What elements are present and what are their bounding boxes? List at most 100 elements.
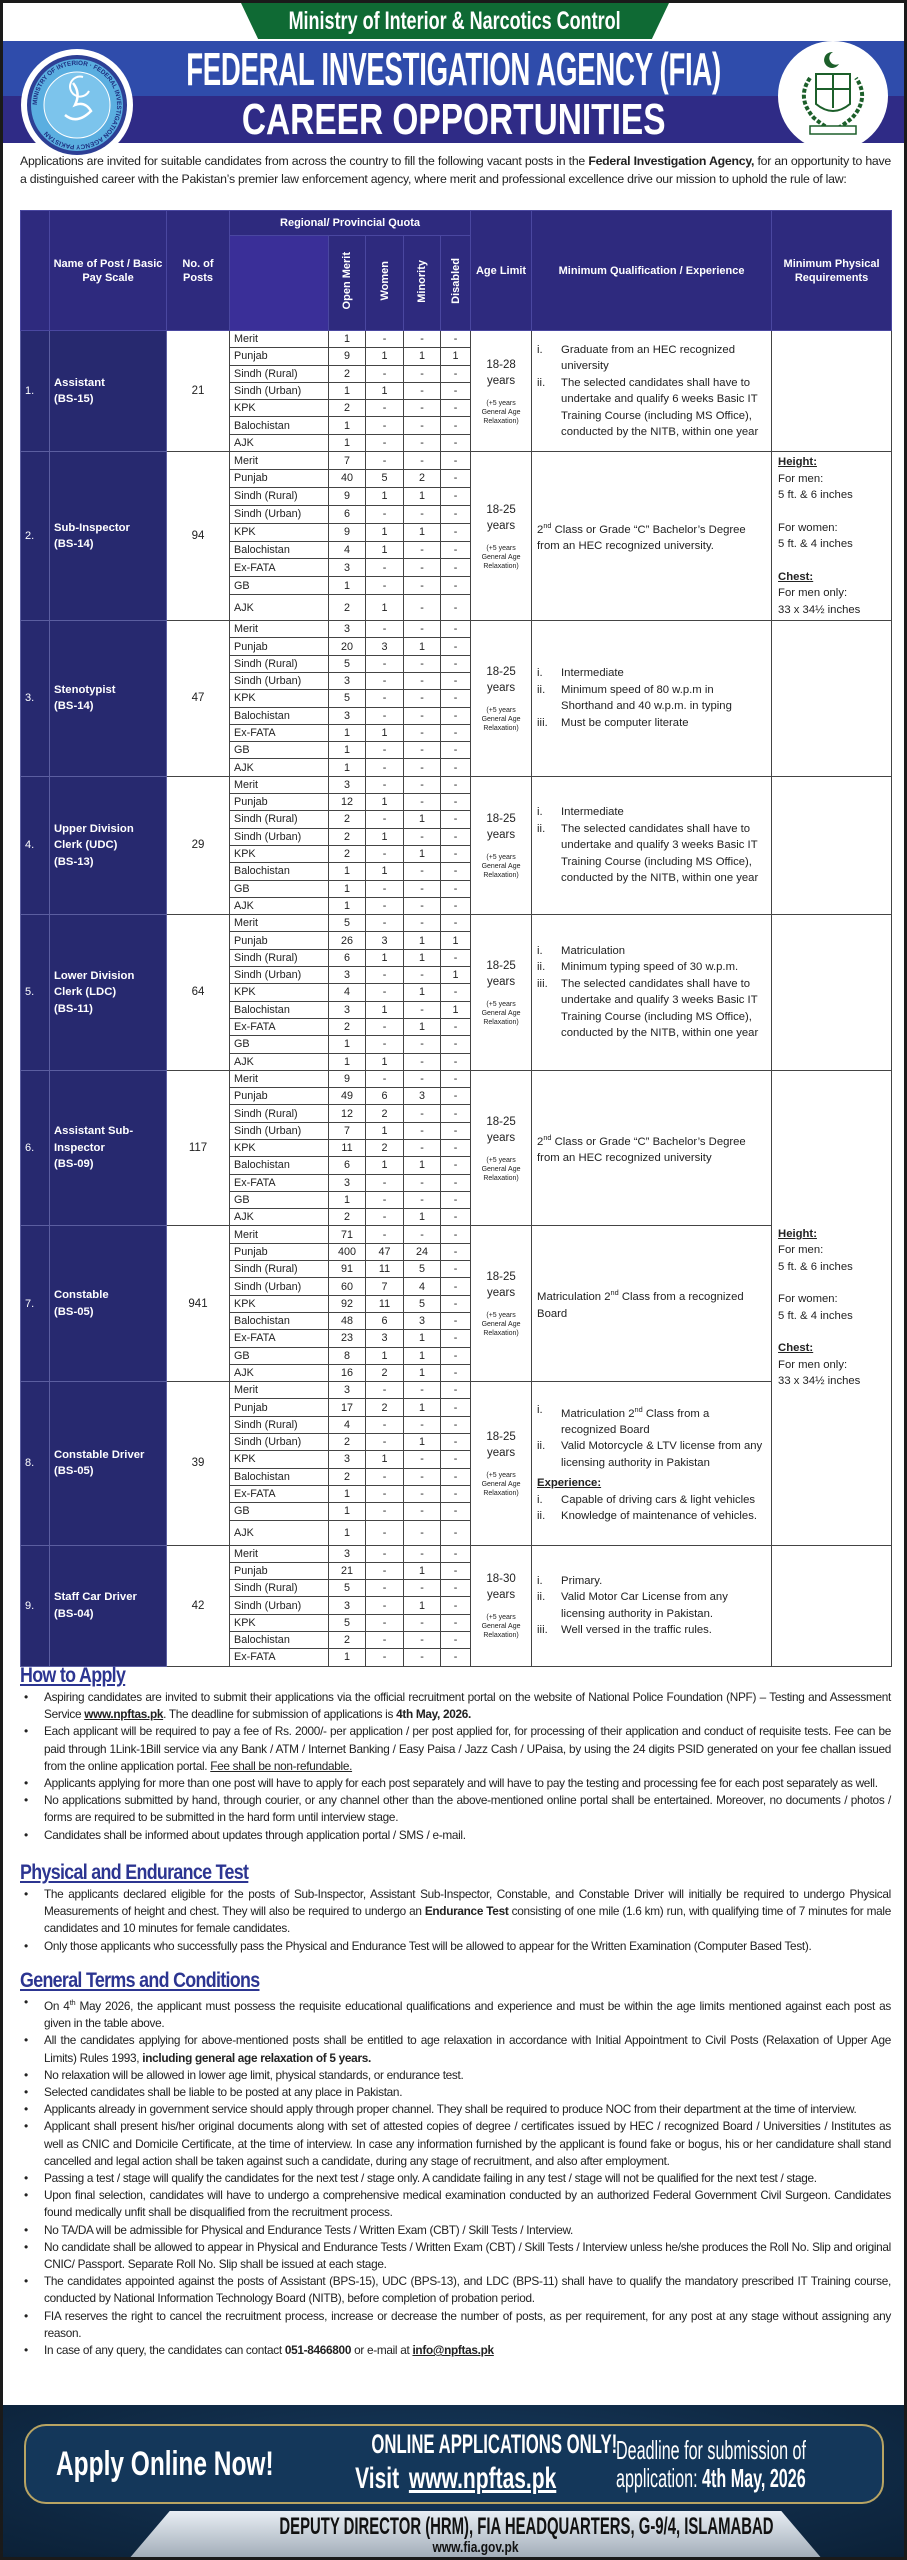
bullet-item: Applicants applying for more than one po… — [20, 1775, 891, 1792]
physical-line: For women: — [778, 521, 838, 534]
quota-minority: - — [403, 399, 441, 418]
quota-women: - — [365, 1596, 404, 1615]
table-row: GB 1- - - — [21, 576, 892, 596]
quota-minority: 24 — [403, 1242, 441, 1262]
table-row: Balochistan 2- - - — [21, 1630, 892, 1650]
text-segment: Candidates shall be informed about updat… — [44, 1827, 466, 1842]
quota-minority: - — [403, 671, 441, 691]
fia-seal-icon: MINISTRY OF INTERIOR · FEDERAL INVESTIGA… — [27, 55, 127, 155]
table-row: Punjab 400 47 24- — [21, 1242, 892, 1262]
quota-disabled: - — [439, 416, 472, 435]
quota-disabled: - — [439, 793, 472, 812]
quota-region: AJK — [229, 1519, 329, 1546]
qualification: 2nd Class or Grade “C” Bachelor’s Degree… — [531, 1069, 773, 1227]
table-row: Sindh (Urban) 3- -1 — [21, 966, 892, 985]
quota-region: Sindh (Urban) — [229, 1433, 329, 1452]
deadline-line1: Deadline for submission of — [616, 2435, 806, 2465]
text-segment: In case of any query, the candidates can… — [44, 2342, 285, 2357]
quota-region: AJK — [229, 433, 329, 453]
post-count: 94 — [166, 451, 230, 622]
item-numeral: i. — [537, 1493, 543, 1506]
post-name: Constable (BS-05) — [49, 1225, 167, 1383]
bullet-item: Applicants already in government service… — [20, 2101, 891, 2118]
quota-minority: - — [403, 1630, 441, 1650]
subtitle-band: CAREER OPPORTUNITIES — [3, 95, 904, 144]
quota-disabled: - — [439, 723, 472, 743]
item-numeral: iii. — [537, 1624, 548, 1637]
quota-minority: 1 — [403, 1561, 441, 1581]
quota-minority: - — [403, 1450, 441, 1469]
table-row: KPK 3 1- - — [21, 1450, 892, 1469]
post-title: Assistant — [54, 376, 105, 389]
age-range: 18-25 years — [486, 665, 516, 694]
quota-minority: - — [403, 827, 441, 846]
qualification-text: Matriculation 2nd Class from a recognize… — [537, 1288, 744, 1320]
quota-region: GB — [229, 1502, 329, 1521]
quota-region: Sindh (Rural) — [229, 1104, 329, 1123]
quota-open-merit: 1 — [328, 1484, 366, 1504]
physical-pair: For men: 5 ft. & 6 inches — [778, 1242, 885, 1275]
table-row: GB 1- - - — [21, 1190, 892, 1210]
table-row: AJK 1- - - — [21, 433, 892, 453]
table-row: AJK 2 1- - — [21, 594, 892, 622]
bullet-item: On 4th May 2026, the applicant must poss… — [20, 1994, 891, 2032]
item-text: Primary. — [561, 1574, 603, 1587]
bullet-item: No candidate shall be allowed to appear … — [20, 2239, 891, 2273]
quota-women: - — [365, 399, 404, 418]
bullet-item: In case of any query, the candidates can… — [20, 2342, 891, 2359]
age-limit: 18-25 years (+5 years General Age Relaxat… — [470, 1069, 533, 1227]
quota-open-merit: 400 — [328, 1242, 366, 1262]
quota-minority: 3 — [403, 1311, 441, 1331]
quota-disabled: - — [439, 364, 472, 383]
quota-women: - — [365, 576, 404, 596]
qualification-item: iii. Well versed in the traffic rules. — [537, 1622, 766, 1639]
qualification: i. Intermediate ii. The selected candidates… — [531, 775, 773, 916]
age-limit: 18-28 years (+5 years General Age Relaxat… — [470, 329, 533, 453]
quota-open-merit: 20 — [328, 637, 366, 656]
quota-disabled: - — [439, 1190, 472, 1210]
npftas-link[interactable]: www.npftas.pk — [409, 2462, 557, 2495]
age-relaxation-note: (+5 years General Age Relaxation) — [481, 544, 521, 570]
quota-disabled: - — [439, 1242, 472, 1262]
link[interactable]: www.npftas.pk — [84, 1707, 164, 1722]
fia-website-link[interactable]: www.fia.gov.pk — [432, 2539, 519, 2556]
table-row: Sindh (Rural) 5- - - — [21, 654, 892, 673]
physical-line: For women: — [778, 1293, 838, 1306]
physical-group: Height: For men: 5 ft. & 6 inches For women… — [778, 1226, 885, 1325]
quota-region: Ex-FATA — [229, 1648, 329, 1667]
quota-women: - — [365, 983, 404, 1002]
quota-women: - — [365, 706, 404, 725]
quota-women: - — [365, 1433, 404, 1452]
text-segment: No TA/DA will be admissible for Physical… — [44, 2222, 574, 2237]
quota-disabled: - — [439, 1467, 472, 1486]
quota-open-merit: 7 — [328, 1121, 366, 1140]
post-title: Stenotypist — [54, 683, 116, 696]
quota-region: Merit — [229, 1069, 329, 1089]
quota-minority: 1 — [403, 1363, 441, 1383]
bullet-item: No TA/DA will be admissible for Physical… — [20, 2222, 891, 2239]
table-row: Punjab 21-1- — [21, 1561, 892, 1581]
age-limit: 18-25 years (+5 years General Age Relaxat… — [470, 1381, 533, 1546]
quota-women: 1 — [365, 540, 404, 560]
text-segment: Applicant shall present his/her original… — [44, 2119, 891, 2168]
link[interactable]: Fee shall be non-refundable. — [210, 1758, 353, 1773]
post-title: Staff Car Driver — [54, 1591, 137, 1604]
quota-minority: - — [403, 689, 441, 708]
link[interactable]: info@npftas.pk — [412, 2342, 494, 2357]
quota-open-merit: 48 — [328, 1311, 366, 1331]
quota-region: GB — [229, 1190, 329, 1210]
quota-women: 1 — [365, 347, 404, 366]
how-to-apply-list: Aspiring candidates are invited to submi… — [20, 1689, 891, 1844]
quota-open-merit: 3 — [328, 620, 366, 639]
physical-pair: For men only: 33 x 34½ inches — [778, 585, 885, 618]
text-segment: or e-mail at — [351, 2342, 413, 2357]
quota-region: Merit — [229, 329, 329, 349]
quota-women: - — [365, 504, 404, 524]
quota-minority: - — [403, 723, 441, 743]
text-segment: Each applicant will be required to pay a… — [44, 1724, 891, 1773]
text-segment: for an opportunity to have a distinguish… — [20, 154, 892, 186]
quota-women: - — [365, 1561, 404, 1581]
quota-minority: 5 — [403, 1294, 441, 1313]
table-row: AJK 1 1- - — [21, 1052, 892, 1071]
quota-women: - — [365, 1544, 404, 1563]
